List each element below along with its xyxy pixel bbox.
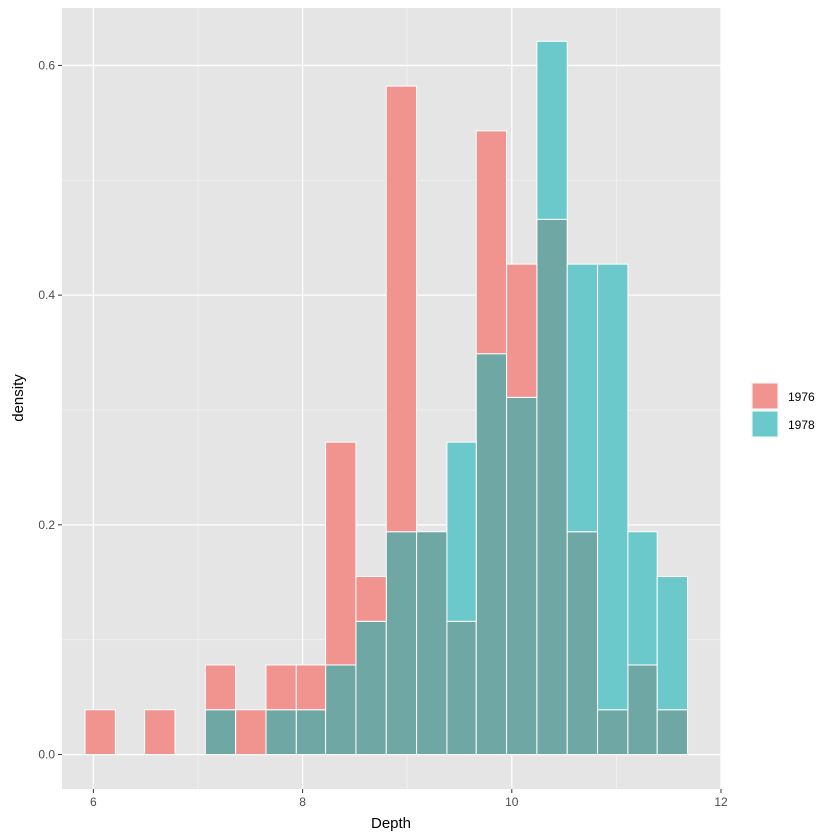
bar-1978	[597, 263, 629, 711]
x-tick-label: 12	[714, 795, 728, 809]
legend-label: 1976	[788, 390, 815, 404]
bar-1976	[295, 664, 327, 711]
x-axis: 6 8 10 12	[90, 789, 728, 809]
y-tick-label: 0.4	[38, 288, 55, 302]
bar-1976	[355, 576, 387, 622]
overlap-bars	[204, 218, 689, 756]
legend-label: 1978	[788, 418, 815, 432]
bar-overlap	[325, 664, 357, 756]
bar-1976	[385, 85, 418, 533]
bar-overlap	[597, 709, 629, 756]
x-tick-label: 10	[505, 795, 519, 809]
bar-1976	[325, 441, 357, 666]
bar-1978	[566, 263, 599, 533]
legend: 1976 1978	[751, 382, 815, 438]
bar-overlap	[506, 396, 538, 756]
y-tick-label: 0.2	[38, 518, 55, 532]
bar-1978	[536, 40, 568, 220]
x-tick-label: 6	[90, 795, 97, 809]
bar-overlap	[385, 531, 418, 756]
y-axis: 0.0 0.2 0.4 0.6	[38, 58, 62, 762]
bar-1976	[475, 130, 508, 355]
bar-1976	[204, 664, 237, 711]
bar-overlap	[627, 664, 658, 756]
bar-1976	[265, 664, 297, 711]
bar-overlap	[295, 709, 327, 756]
legend-key	[751, 382, 779, 410]
bar-overlap	[204, 709, 237, 756]
bar-1976	[84, 709, 116, 756]
bar-1976	[506, 263, 538, 398]
histogram-bars	[84, 40, 689, 756]
bar-1978	[656, 576, 689, 711]
y-tick-label: 0.6	[38, 58, 55, 72]
bar-overlap	[265, 709, 297, 756]
bar-overlap	[416, 531, 448, 756]
bar-1976	[235, 709, 267, 756]
bar-overlap	[656, 709, 689, 756]
x-tick-label: 8	[299, 795, 306, 809]
y-tick-label: 0.0	[38, 748, 55, 762]
y-axis-title: density	[10, 374, 27, 422]
bar-overlap	[446, 620, 477, 756]
bar-1978	[627, 531, 658, 666]
bar-1976	[144, 709, 176, 756]
bar-overlap	[536, 218, 568, 756]
legend-key	[751, 410, 779, 438]
x-axis-title: Depth	[371, 815, 411, 832]
bar-overlap	[566, 531, 599, 756]
bar-1978	[446, 441, 477, 622]
bar-overlap	[475, 353, 508, 756]
bar-overlap	[355, 620, 387, 756]
